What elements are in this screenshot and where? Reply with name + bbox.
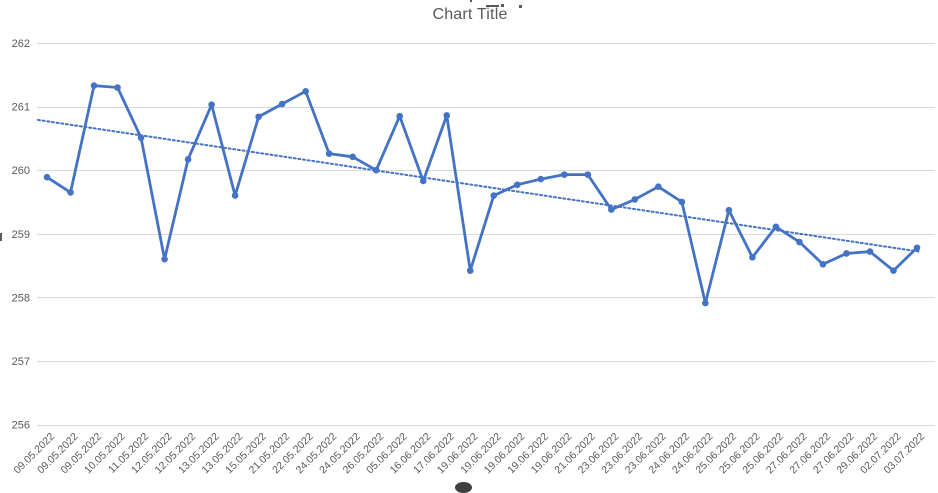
data-series-line bbox=[45, 84, 919, 305]
data-point-marker bbox=[184, 156, 192, 163]
y-axis-label: 259 bbox=[12, 229, 30, 241]
data-point-marker bbox=[608, 206, 615, 213]
data-point-marker bbox=[584, 171, 592, 178]
clipped-ellipse-bottom bbox=[455, 482, 472, 493]
data-point-marker bbox=[866, 248, 874, 255]
data-point-marker bbox=[114, 84, 121, 91]
data-point-marker bbox=[843, 250, 850, 257]
data-point-marker bbox=[67, 189, 74, 196]
data-point-marker bbox=[466, 267, 474, 274]
data-point-marker bbox=[513, 181, 521, 189]
y-axis-label: 262 bbox=[12, 38, 30, 50]
data-point-marker bbox=[161, 255, 168, 263]
data-point-marker bbox=[325, 150, 333, 157]
data-point-marker bbox=[749, 253, 756, 261]
data-point-marker bbox=[443, 112, 451, 119]
data-point-marker bbox=[537, 175, 545, 183]
data-point-marker bbox=[278, 100, 286, 108]
data-point-marker bbox=[372, 166, 380, 174]
data-point-marker bbox=[419, 177, 427, 185]
data-point-marker bbox=[913, 244, 921, 252]
data-point-marker bbox=[796, 238, 803, 246]
data-point-marker bbox=[396, 112, 404, 120]
y-axis-label: 261 bbox=[12, 102, 30, 114]
y-axis-label: 256 bbox=[12, 420, 30, 432]
data-point-marker bbox=[702, 299, 709, 307]
clipped-axis-title-fragment bbox=[0, 233, 2, 241]
clipped-mark bbox=[486, 5, 499, 7]
clipped-mark bbox=[501, 4, 504, 7]
data-point-marker bbox=[349, 153, 356, 161]
data-point-marker bbox=[772, 223, 780, 231]
data-point-marker bbox=[819, 260, 827, 268]
data-point-marker bbox=[890, 267, 897, 274]
data-point-marker bbox=[560, 171, 568, 178]
y-axis-labels: 262 261 260 259 258 257 256 bbox=[12, 38, 30, 432]
data-point-marker bbox=[208, 101, 215, 108]
data-point-marker bbox=[255, 113, 262, 121]
data-point-marker bbox=[90, 82, 98, 89]
data-point-marker bbox=[655, 183, 662, 190]
data-point-marker bbox=[678, 198, 686, 206]
y-axis-label: 258 bbox=[12, 292, 30, 304]
data-point-marker bbox=[43, 173, 51, 181]
data-point-marker bbox=[231, 192, 239, 199]
data-point-marker bbox=[725, 206, 733, 214]
clipped-mark bbox=[470, 0, 472, 2]
data-point-marker bbox=[631, 196, 639, 203]
data-point-marker bbox=[490, 192, 498, 199]
x-axis-labels: 09.05.202209.05.202209.05.202210.05.2022… bbox=[11, 431, 927, 477]
data-point-markers bbox=[43, 82, 921, 307]
y-axis-label: 260 bbox=[12, 165, 30, 177]
clipped-mark bbox=[519, 5, 522, 8]
y-axis-label: 257 bbox=[12, 356, 30, 368]
chart-title: Chart Title bbox=[432, 6, 508, 23]
data-point-marker bbox=[137, 134, 145, 142]
data-point-marker bbox=[302, 88, 309, 95]
